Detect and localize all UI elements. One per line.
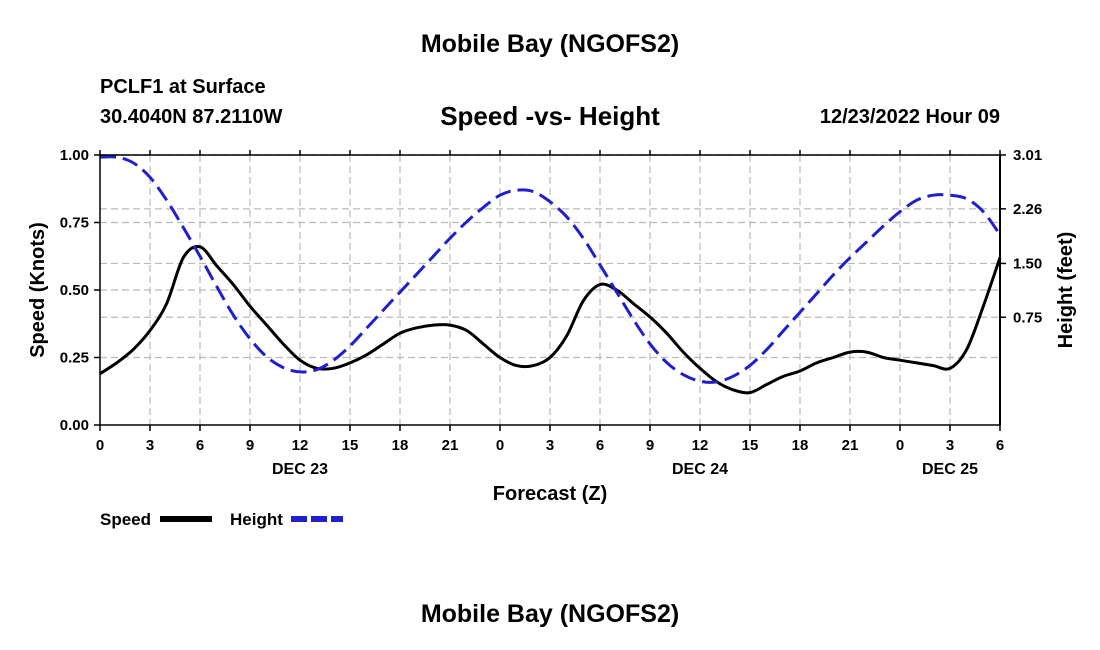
x-tick-label: 12: [692, 437, 709, 454]
legend-height-label: Height: [230, 510, 283, 529]
x-tick-label: 18: [392, 437, 409, 454]
x-tick-label: 3: [546, 437, 554, 454]
x-tick-label: 6: [596, 437, 604, 454]
x-tick-label: 0: [96, 437, 104, 454]
x-tick-label: 0: [496, 437, 504, 454]
chart-subtitle: Speed -vs- Height: [440, 101, 660, 131]
x-tick-label: 9: [646, 437, 654, 454]
station-label: PCLF1 at Surface: [100, 76, 266, 98]
height-series-line: [99, 155, 1002, 384]
x-tick-label: 12: [292, 437, 309, 454]
x-day-label: DEC 25: [922, 461, 978, 478]
x-tick-label: 15: [742, 437, 759, 454]
y-tick-label: 0.00: [60, 417, 89, 434]
coordinates-label: 30.4040N 87.2110W: [100, 106, 283, 128]
chart-title: Mobile Bay (NGOFS2): [420, 30, 680, 58]
y-axis-label: Speed (Knots): [27, 222, 49, 358]
x-tick-label: 6: [196, 437, 204, 454]
footer-title: Mobile Bay (NGOFS2): [420, 600, 680, 628]
x-day-label: DEC 23: [272, 461, 328, 478]
y2-tick-label: 1.50: [1013, 255, 1042, 272]
x-tick-label: 3: [946, 437, 954, 454]
x-tick-label: 15: [342, 437, 359, 454]
legend-speed-label: Speed: [100, 510, 151, 529]
y-tick-label: 0.50: [60, 282, 89, 299]
y2-tick-label: 0.75: [1013, 309, 1042, 326]
y-tick-label: 1.00: [60, 147, 89, 164]
speed-series-line: [99, 244, 1002, 395]
y2-tick-label: 3.01: [1013, 147, 1042, 164]
x-tick-label: 6: [996, 437, 1004, 454]
x-tick-label: 3: [146, 437, 154, 454]
x-tick-label: 21: [842, 437, 859, 454]
x-tick-label: 9: [246, 437, 254, 454]
x-tick-label: 18: [792, 437, 809, 454]
y-tick-label: 0.75: [60, 215, 89, 232]
x-tick-label: 0: [896, 437, 904, 454]
y2-axis-label: Height (feet): [1055, 232, 1077, 349]
y-tick-label: 0.25: [60, 350, 89, 367]
x-tick-label: 21: [442, 437, 459, 454]
y2-tick-label: 2.26: [1013, 201, 1042, 218]
x-day-label: DEC 24: [672, 461, 728, 478]
x-axis-label: Forecast (Z): [493, 483, 607, 505]
forecast-datetime: 12/23/2022 Hour 09: [819, 106, 1000, 128]
